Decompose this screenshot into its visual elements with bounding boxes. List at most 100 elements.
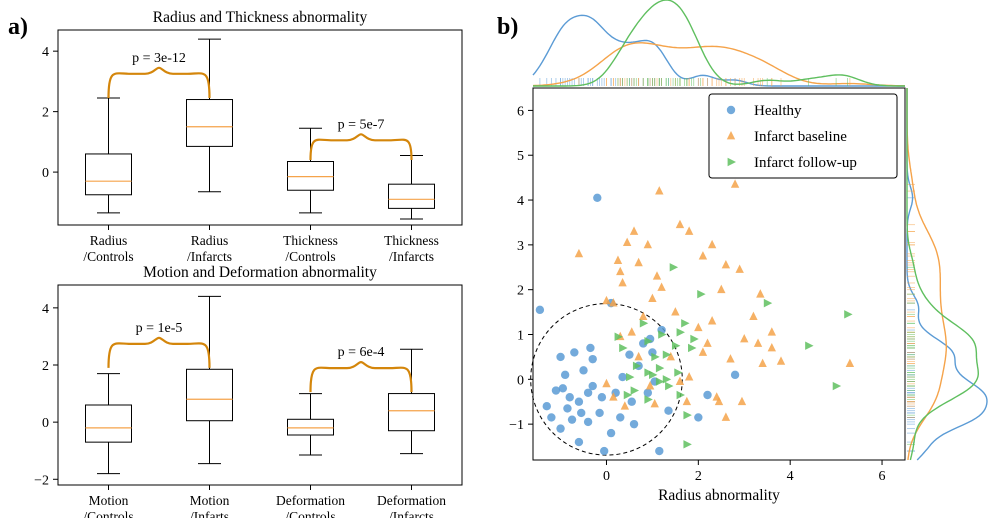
scatter-point [583, 417, 593, 427]
y-tick-label: −2 [34, 473, 49, 488]
scatter-point [602, 378, 611, 388]
scatter-point [844, 310, 853, 319]
scatter-point [606, 428, 616, 438]
scatter-point [609, 298, 618, 307]
scatter-point [623, 390, 633, 400]
y-tick-label: 1 [517, 329, 524, 344]
scatter-point [644, 368, 653, 377]
radius-thickness-boxplot: Radius and Thickness abnormality 0 2 4 Radiu… [42, 9, 463, 264]
x-category-line: /Infarts [190, 509, 229, 518]
scatter-point [570, 348, 579, 357]
scatter-point [643, 388, 653, 397]
plot-frame [57, 284, 463, 486]
legend-box [708, 93, 898, 179]
scatter-point [682, 396, 692, 406]
scatter-point [707, 239, 717, 249]
x-category-line: /Controls [83, 509, 133, 518]
chart-title: Motion and Deformation abnormality [143, 264, 377, 281]
scatter-point [730, 179, 740, 188]
scatter-point [639, 311, 648, 320]
scatter-point [558, 384, 568, 393]
scatter-point [714, 396, 724, 406]
scatter-point [629, 226, 639, 235]
scatter-point [717, 284, 726, 294]
x-tick-label: 4 [787, 469, 794, 484]
scatter-point [657, 282, 666, 291]
scatter-point [735, 264, 744, 273]
p-value-label: p = 6e-4 [338, 345, 385, 360]
box [186, 368, 233, 422]
marginal-density-right [906, 88, 947, 461]
scatter-point [567, 415, 577, 424]
scatter-point [676, 328, 685, 337]
marginal-density-top [532, 42, 906, 87]
scatter-point [845, 358, 855, 368]
scatter-point [703, 390, 712, 400]
scatter-point [630, 386, 640, 395]
scatter-point [676, 390, 685, 400]
scatter-point [634, 351, 643, 361]
scatter-point [643, 239, 653, 249]
scatter-point [556, 352, 565, 362]
x-category-line: Radius [191, 233, 229, 248]
x-category-label: Radius/Controls [83, 233, 133, 264]
x-tick-label: 6 [879, 469, 886, 484]
scatter-point [565, 393, 574, 402]
scatter-point [651, 352, 660, 362]
scatter-point [721, 260, 731, 269]
x-category-line: /Controls [285, 249, 335, 264]
plot-frame [57, 29, 463, 226]
scatter-point [602, 295, 611, 305]
chart-title: Radius and Thickness abnormality [153, 9, 368, 26]
dashed-reference-circle [530, 303, 683, 456]
box [186, 99, 233, 147]
scatter-point [730, 370, 740, 380]
scatter-point [737, 396, 747, 406]
y-tick-label: 2 [42, 359, 49, 374]
scatter-point [634, 257, 643, 267]
scatter-point [690, 334, 699, 344]
scatter-point [703, 338, 712, 347]
scatter-point [726, 354, 735, 363]
scatter-point [542, 402, 551, 411]
y-tick-label: 0 [517, 373, 524, 388]
scatter-point [609, 392, 618, 401]
scatter-point [579, 366, 588, 375]
scatter-point [683, 440, 692, 449]
significance-brace [309, 133, 413, 161]
x-category-label: Deformation/Controls [276, 493, 345, 518]
scatter-point [698, 251, 708, 260]
marginal-density-top [532, 14, 905, 87]
significance-brace [107, 66, 211, 99]
scatter-point [655, 446, 664, 456]
y-tick-label: 2 [42, 106, 49, 121]
scatter-point [684, 226, 694, 235]
scatter-point [697, 289, 706, 299]
scatter-point [767, 342, 777, 352]
x-category-line: Radius [90, 233, 128, 248]
scatter-point [648, 293, 657, 303]
legend-marker [727, 157, 736, 167]
scatter-point [683, 410, 692, 420]
scatter-point [616, 413, 625, 422]
scatter-point [560, 370, 570, 380]
legend-label: Infarct baseline [754, 129, 847, 145]
significance-brace [309, 361, 413, 393]
box [287, 161, 334, 191]
y-tick-label: 4 [517, 194, 524, 209]
x-category-line: Motion [89, 493, 129, 508]
scatter-point [644, 395, 653, 404]
y-tick-label: 3 [517, 239, 524, 254]
scatter-point [574, 248, 584, 258]
box [388, 393, 435, 432]
box [85, 153, 132, 196]
scatter-point [620, 401, 630, 410]
scatter-point [763, 298, 773, 308]
scatter-point [671, 307, 680, 316]
scatter-point [674, 368, 683, 377]
panel-label-a: a) [8, 14, 28, 40]
scatter-point [645, 381, 655, 390]
p-value-label: p = 5e-7 [338, 117, 385, 132]
x-category-line: /Controls [83, 249, 133, 264]
